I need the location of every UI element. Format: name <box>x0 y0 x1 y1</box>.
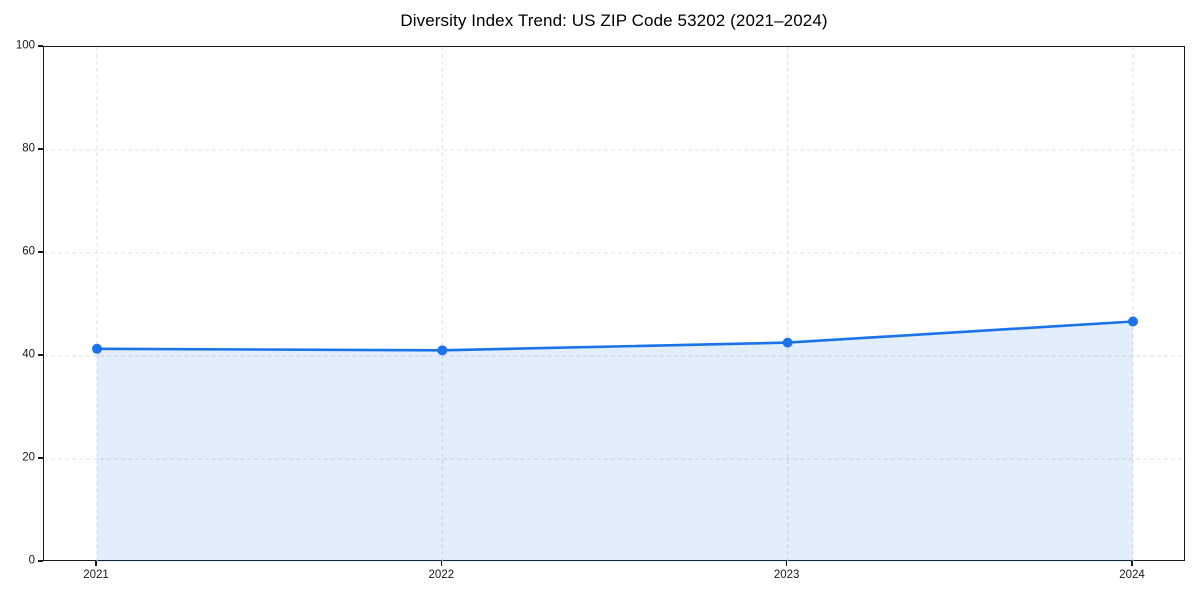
y-tick-label: 0 <box>28 554 35 567</box>
x-tick-mark <box>440 561 443 566</box>
data-point-marker <box>437 345 448 356</box>
x-tick-label: 2021 <box>83 569 109 581</box>
y-tick-mark <box>38 45 43 47</box>
y-tick-label: 60 <box>22 245 35 258</box>
x-tick-mark <box>95 561 97 566</box>
y-tick-label: 20 <box>22 451 35 464</box>
plot-area <box>43 46 1186 562</box>
y-tick-mark <box>38 560 43 562</box>
y-tick-mark <box>38 457 43 459</box>
data-point-marker <box>1128 316 1138 327</box>
chart-title: Diversity Index Trend: US ZIP Code 53202… <box>400 11 828 30</box>
x-tick-label: 2024 <box>1119 569 1145 581</box>
data-point-marker <box>92 343 102 354</box>
trend-line <box>95 320 1135 352</box>
data-point-markers <box>92 316 1138 356</box>
x-tick-label: 2022 <box>428 569 455 581</box>
gridlines-group <box>44 47 1186 562</box>
y-tick-label: 80 <box>22 142 35 155</box>
x-tick-mark <box>785 561 788 566</box>
data-point-marker <box>782 337 793 348</box>
y-tick-label: 100 <box>15 39 35 52</box>
y-tick-mark <box>38 354 43 356</box>
y-tick-mark <box>38 251 43 253</box>
area-fill <box>97 321 1133 562</box>
chart-svg <box>44 47 1186 562</box>
x-tick-label: 2023 <box>773 569 800 581</box>
x-tick-mark <box>1131 561 1133 566</box>
y-tick-label: 40 <box>22 348 35 361</box>
y-tick-mark <box>38 148 43 150</box>
